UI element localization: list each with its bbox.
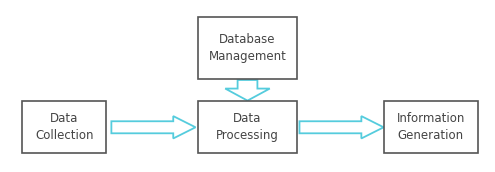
Polygon shape xyxy=(111,116,196,138)
Polygon shape xyxy=(299,116,384,138)
FancyBboxPatch shape xyxy=(198,17,297,79)
Text: Data
Processing: Data Processing xyxy=(216,112,279,142)
Text: Database
Management: Database Management xyxy=(208,33,287,63)
FancyBboxPatch shape xyxy=(22,101,106,153)
Text: Information
Generation: Information Generation xyxy=(396,112,465,142)
FancyBboxPatch shape xyxy=(198,101,297,153)
Polygon shape xyxy=(225,80,270,101)
FancyBboxPatch shape xyxy=(384,101,478,153)
Text: Data
Collection: Data Collection xyxy=(35,112,94,142)
